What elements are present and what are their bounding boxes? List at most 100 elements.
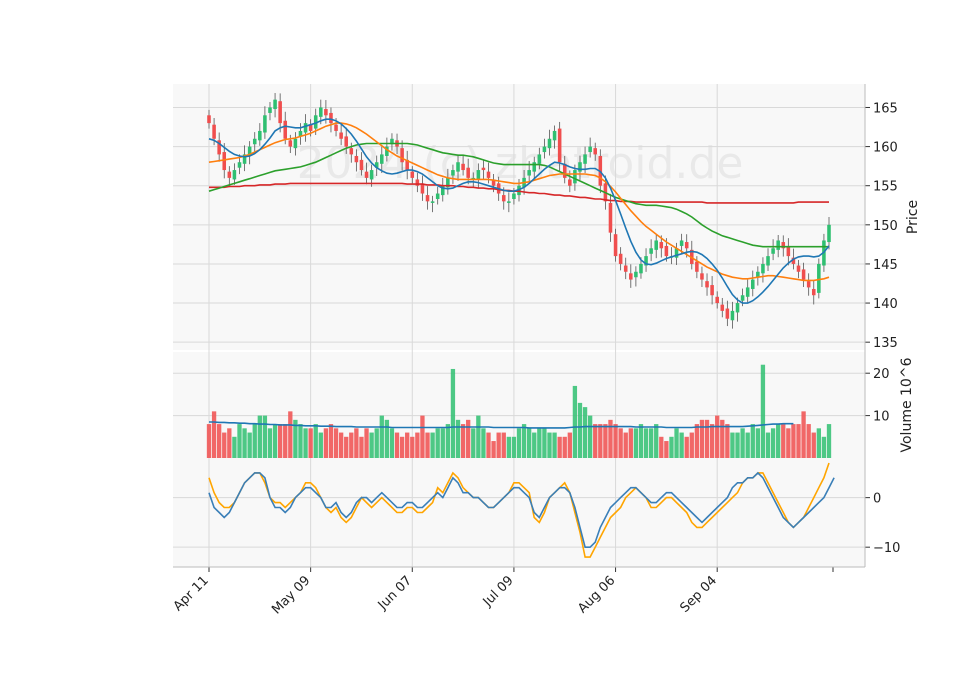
candle-body [766, 256, 770, 266]
price-tick-label: 150 [873, 219, 898, 234]
candle-body [588, 146, 592, 153]
sma-slow-line [208, 142, 829, 248]
volume-bar [674, 428, 679, 458]
volume-bar [648, 428, 654, 458]
price-tick-label: 135 [873, 336, 898, 351]
volume-bar [445, 424, 451, 458]
volume-bar [567, 432, 572, 458]
candle-body [542, 146, 547, 153]
candle-body [425, 195, 430, 202]
volume-tick-label: 10 [873, 410, 890, 425]
volume-bar [638, 424, 644, 458]
candle-body [562, 163, 567, 178]
volume-bar [633, 428, 639, 458]
x-tick-label: Sep 04 [677, 573, 720, 616]
candle-body [664, 245, 669, 257]
volume-bar [211, 411, 217, 458]
volume-bar [369, 432, 374, 458]
candle-body [232, 170, 237, 180]
volume-bar [623, 432, 628, 458]
candle-body [740, 295, 745, 301]
volume-bar [664, 441, 669, 458]
candle-body [786, 245, 791, 257]
candle-body [446, 177, 450, 188]
volume-bar [587, 415, 593, 458]
volume-bar [608, 419, 613, 458]
volume-bar [654, 424, 659, 458]
volume-bar [720, 419, 725, 458]
volume-tick-label: 20 [873, 367, 890, 382]
volume-bar [593, 424, 598, 458]
candle-body [547, 138, 552, 149]
volume-bar [486, 432, 491, 458]
volume-bar [237, 424, 242, 458]
candle-body [613, 234, 618, 257]
volume-bar [206, 424, 212, 458]
volume-bar [791, 424, 796, 458]
sma-fast-line [208, 118, 830, 304]
volume-bar [501, 432, 506, 458]
volume-bar [227, 428, 232, 458]
volume-bar [374, 428, 379, 458]
candle-body [420, 183, 425, 194]
candle-body [359, 159, 364, 171]
volume-bar [288, 411, 293, 458]
candle-body [745, 287, 750, 297]
volume-bar [628, 428, 633, 458]
candle-body [324, 109, 328, 116]
volume-bar [354, 428, 359, 458]
volume-bar [476, 415, 481, 458]
volume-bar [776, 424, 781, 458]
sma-mid-line [208, 122, 830, 282]
oscillator-tick-label: −10 [873, 541, 900, 556]
volume-bar [410, 436, 415, 458]
candle-body [405, 159, 409, 171]
candle-body [578, 162, 582, 172]
candle-body [695, 261, 699, 272]
candle-body [334, 124, 338, 131]
volume-bar [293, 419, 298, 458]
candle-body [720, 304, 725, 311]
volume-bar [460, 424, 466, 458]
volume-bar [618, 428, 623, 458]
volume-bar [328, 424, 334, 458]
volume-bar [222, 432, 227, 458]
candle-body [364, 171, 369, 178]
volume-axis-label: Volume 10^6 [899, 357, 915, 452]
volume-bar [303, 428, 308, 458]
volume-bar [770, 428, 776, 458]
candle-body [730, 310, 735, 321]
volume-bar [496, 432, 501, 458]
candle-body [247, 146, 252, 156]
volume-bar [532, 432, 537, 458]
candle-body [781, 242, 786, 249]
candle-body [308, 124, 313, 131]
volume-bar [455, 419, 461, 458]
candle-body [329, 112, 333, 124]
volume-bar [232, 436, 237, 458]
candle-body [532, 162, 537, 172]
volume-bar [577, 402, 583, 458]
volume-bar [689, 432, 694, 458]
candle-body [705, 281, 709, 288]
candle-body [339, 132, 343, 139]
candle-body [400, 148, 404, 163]
volume-bar [552, 432, 557, 458]
volume-bar [277, 424, 283, 458]
candle-body [634, 271, 638, 278]
volume-bar [399, 436, 405, 458]
candle-body [410, 171, 415, 178]
candle-body [725, 308, 730, 319]
candle-body [776, 240, 780, 250]
candle-body [303, 123, 308, 133]
volume-bar [542, 428, 547, 458]
volume-bar [344, 436, 349, 458]
candle-body [817, 263, 821, 293]
candle-body [537, 154, 542, 164]
volume-bar [308, 428, 313, 458]
volume-bar [547, 432, 552, 458]
volume-bar [247, 432, 252, 458]
volume-bar [415, 432, 420, 458]
volume-bar [725, 424, 730, 458]
candle-body [430, 201, 435, 203]
